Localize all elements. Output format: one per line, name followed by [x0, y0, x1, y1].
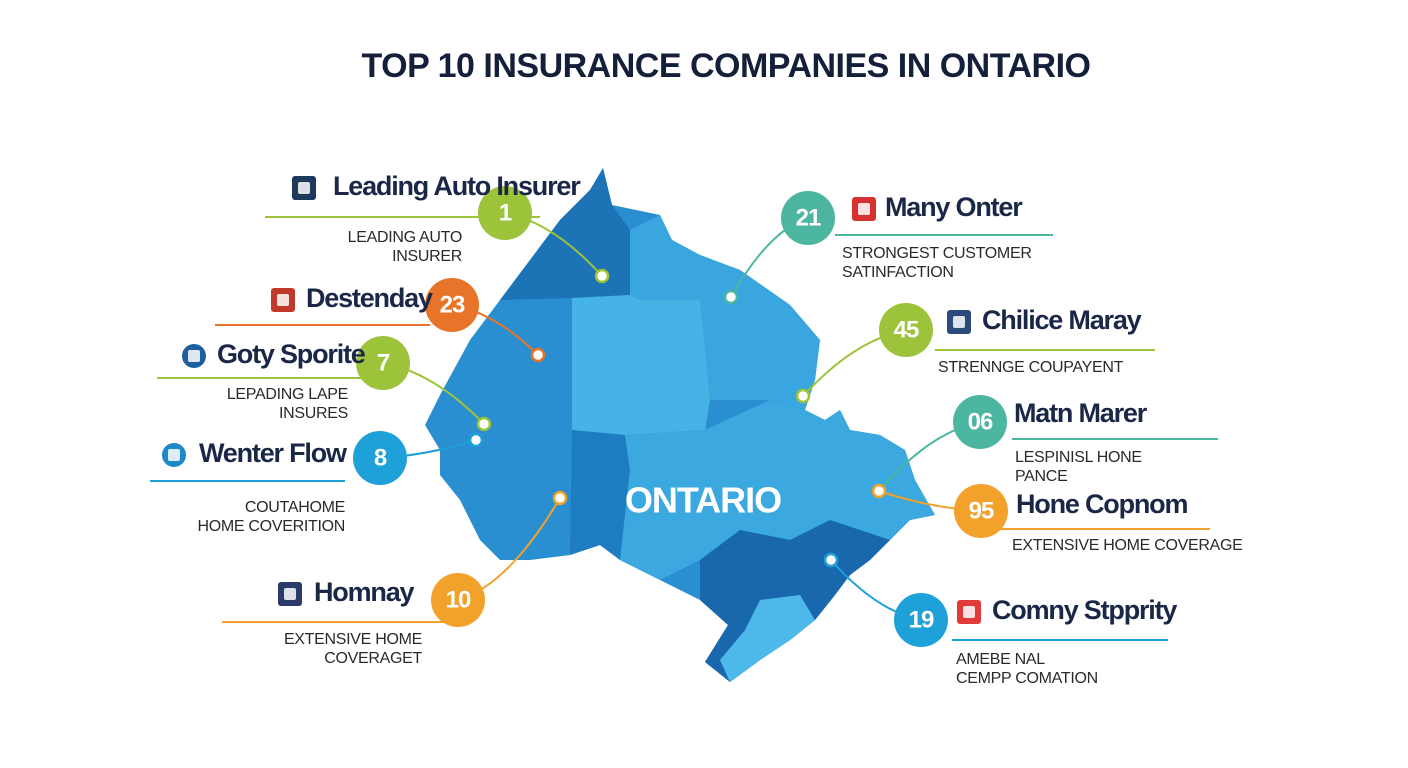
logo-detail	[963, 606, 975, 618]
badge-number: 95	[969, 497, 994, 524]
company-description: AMEBE NAL	[956, 651, 1045, 668]
company-name: Destenday	[306, 283, 433, 313]
badge	[478, 186, 532, 240]
title: TOP 10 INSURANCE COMPANIES IN ONTARIO	[362, 47, 1091, 85]
map-dot	[552, 490, 568, 506]
logo-detail	[277, 294, 289, 306]
logo-detail	[188, 350, 200, 362]
company-name: Comny Stpprity	[992, 595, 1177, 625]
company-name: Wenter Flow	[199, 438, 348, 468]
map-dot	[871, 483, 887, 499]
logo-detail	[168, 449, 180, 461]
company-description: STRONGEST CUSTOMER	[842, 245, 1032, 262]
badge-number: 45	[894, 316, 919, 343]
company-description: COUTAHOME	[245, 499, 345, 516]
company-description: EXTENSIVE HOME COVERAGE	[1012, 537, 1242, 554]
badge-number: 7	[377, 349, 390, 376]
map-label: ONTARIO	[625, 480, 781, 521]
company-description: LESPINISL HONE	[1015, 449, 1142, 466]
callout: 06 Matn Marer LESPINISL HONE PANCE	[871, 395, 1218, 499]
map-dot	[723, 289, 739, 305]
company-name: Hone Copnom	[1016, 489, 1187, 519]
map-dot	[795, 388, 811, 404]
callout: 21 Many Onter STRONGEST CUSTOMER SATINFACTI…	[723, 191, 1053, 305]
badge	[879, 303, 933, 357]
map-region	[570, 430, 630, 560]
company-description: INSURES	[279, 405, 348, 422]
map-dot	[530, 347, 546, 363]
badge-number: 10	[446, 586, 471, 613]
map-dot	[594, 268, 610, 284]
ontario-map	[425, 168, 935, 682]
badge-number: 19	[909, 606, 934, 633]
badge	[781, 191, 835, 245]
company-description: EXTENSIVE HOME	[284, 631, 422, 648]
badge	[425, 278, 479, 332]
badge-number: 8	[374, 444, 387, 471]
company-description: HOME COVERITION	[197, 518, 345, 535]
badge-number: 06	[968, 408, 993, 435]
callout: 23 Destenday	[215, 278, 546, 363]
badge-number: 21	[796, 204, 821, 231]
badge-number: 1	[499, 199, 512, 226]
callout: 95 Hone Copnom EXTENSIVE HOME COVERAGE	[871, 483, 1243, 554]
badge-number: 23	[440, 291, 465, 318]
company-name: Matn Marer	[1014, 398, 1148, 428]
map-dot	[468, 432, 484, 448]
company-description: SATINFACTION	[842, 264, 954, 281]
badge	[431, 573, 485, 627]
map-region	[630, 215, 820, 410]
company-name: Many Onter	[885, 192, 1023, 222]
logo-detail	[858, 203, 870, 215]
map-region	[720, 595, 815, 682]
company-description: LEPADING LAPE	[227, 386, 348, 403]
company-description: INSURER	[392, 248, 462, 265]
badge	[894, 593, 948, 647]
callout: 45 Chilice Maray STRENNGE COUPAYENT	[795, 303, 1155, 404]
callout: 10 Homnay EXTENSIVE HOME COVERAGET	[222, 490, 568, 667]
company-description: LEADING AUTO	[348, 229, 462, 246]
company-name: Leading Auto Insurer	[333, 171, 581, 201]
company-name: Homnay	[314, 577, 415, 607]
company-description: COVERAGET	[324, 650, 422, 667]
badge	[954, 484, 1008, 538]
callout: 19 Comny Stpprity AMEBE NAL CEMPP COMATION	[823, 552, 1179, 687]
company-description: CEMPP COMATION	[956, 670, 1098, 687]
logo-detail	[298, 182, 310, 194]
company-name: Goty Sporite	[217, 339, 366, 369]
callout: 8 Wenter Flow COUTAHOME HOME COVERITION	[150, 431, 484, 535]
company-description: PANCE	[1015, 468, 1067, 485]
badge	[356, 336, 410, 390]
callout: 7 Goty Sporite LEPADING LAPE INSURES	[157, 336, 492, 432]
company-name: Chilice Maray	[982, 305, 1142, 335]
map-region	[620, 400, 935, 580]
map-region	[572, 295, 710, 435]
map-region	[500, 168, 630, 300]
logo-detail	[284, 588, 296, 600]
map-dot	[476, 416, 492, 432]
map-dot	[823, 552, 839, 568]
badge	[353, 431, 407, 485]
logo-detail	[953, 316, 965, 328]
company-description: STRENNGE COUPAYENT	[938, 359, 1124, 376]
badge	[953, 395, 1007, 449]
